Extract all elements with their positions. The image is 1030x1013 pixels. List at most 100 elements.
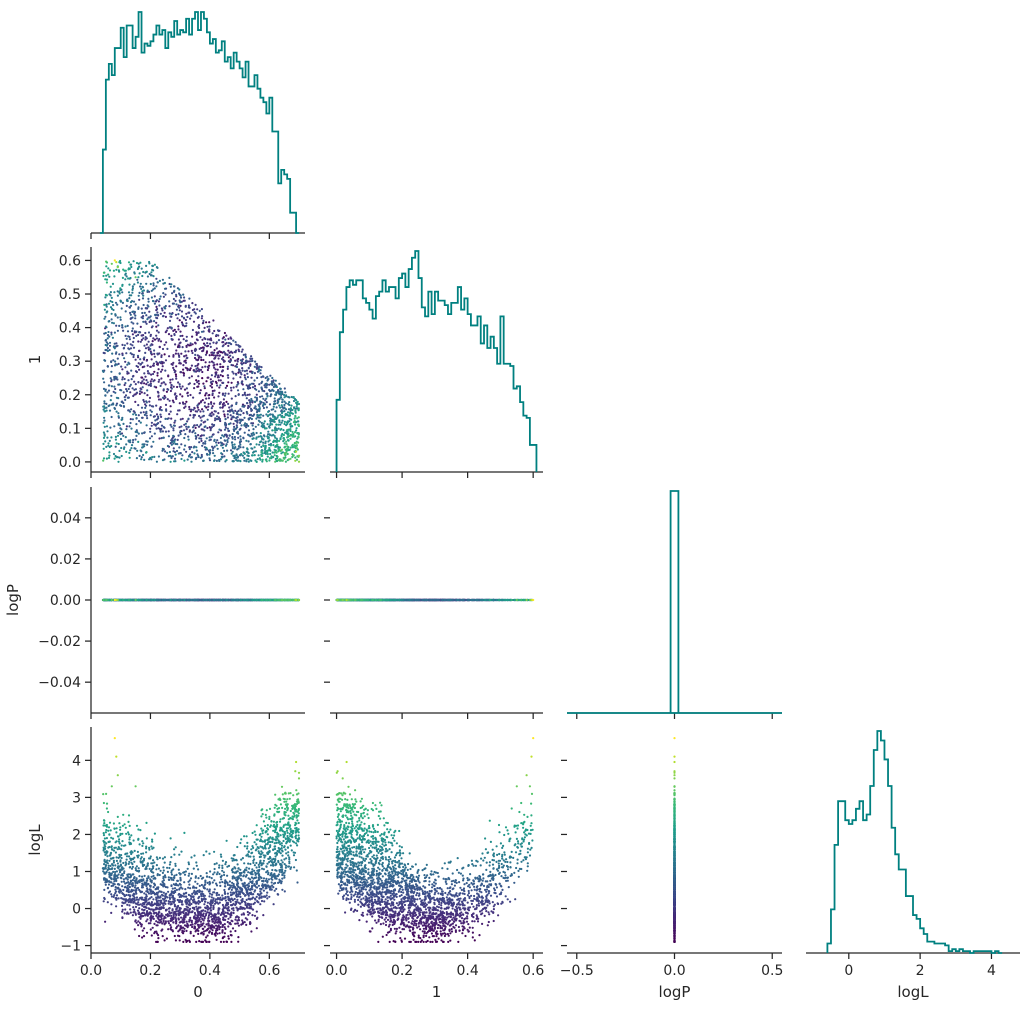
scatter-point — [132, 300, 136, 303]
scatter-point — [152, 405, 155, 408]
scatter-point — [157, 324, 160, 327]
scatter-point — [236, 430, 239, 433]
scatter-point — [273, 400, 276, 403]
scatter-point — [145, 379, 148, 382]
scatter-point — [194, 312, 197, 315]
scatter-point — [184, 366, 187, 369]
scatter-points-1-vs-0 — [101, 259, 301, 463]
scatter-point — [187, 598, 190, 602]
scatter-point — [121, 376, 124, 379]
scatter-point — [103, 419, 106, 422]
scatter-point — [226, 413, 229, 416]
scatter-point — [225, 435, 228, 438]
scatter-point — [268, 446, 271, 450]
scatter-point — [223, 455, 226, 458]
scatter-point — [200, 437, 203, 440]
scatter-point — [141, 285, 144, 288]
scatter-point — [266, 452, 269, 456]
scatter-point — [237, 436, 240, 439]
scatter-point — [180, 352, 183, 355]
scatter-point — [180, 321, 184, 324]
scatter-point — [163, 381, 166, 384]
scatter-point — [230, 417, 233, 420]
scatter-point — [232, 415, 235, 418]
scatter-point — [297, 432, 300, 435]
scatter-point — [278, 446, 282, 449]
scatter-point — [221, 443, 224, 447]
scatter-point — [207, 397, 211, 400]
scatter-point — [176, 438, 179, 441]
scatter-point — [137, 381, 140, 384]
scatter-point — [103, 303, 106, 306]
scatter-point — [240, 453, 243, 456]
scatter-point — [178, 309, 181, 312]
scatter-point — [158, 297, 161, 301]
scatter-point — [188, 376, 191, 379]
scatter-point — [109, 399, 112, 402]
scatter-point — [131, 375, 134, 378]
scatter-point — [198, 414, 201, 418]
scatter-point — [139, 390, 142, 393]
scatter-point — [226, 440, 229, 444]
scatter-point — [252, 431, 255, 434]
scatter-point — [200, 358, 203, 362]
scatter-point — [233, 598, 236, 602]
scatter-point — [214, 354, 217, 357]
scatter-point — [127, 335, 130, 338]
scatter-point — [203, 337, 206, 340]
scatter-point — [173, 393, 176, 396]
scatter-point — [221, 434, 224, 437]
scatter-point — [192, 396, 195, 399]
scatter-point — [259, 400, 262, 403]
scatter-point — [179, 393, 182, 396]
scatter-point — [286, 445, 289, 448]
scatter-point — [215, 444, 218, 447]
scatter-point — [178, 346, 181, 349]
scatter-point — [149, 282, 152, 286]
scatter-point — [183, 296, 186, 299]
scatter-point — [262, 406, 265, 410]
scatter-point — [232, 454, 235, 457]
scatter-point — [153, 338, 157, 341]
scatter-point — [295, 447, 299, 450]
scatter-point — [251, 434, 254, 437]
scatter-point — [150, 289, 153, 292]
scatter-point — [210, 407, 213, 410]
scatter-point — [115, 442, 118, 445]
scatter-point — [245, 458, 248, 461]
scatter-point — [185, 354, 188, 357]
scatter-point — [230, 343, 233, 346]
scatter-point — [166, 398, 169, 401]
scatter-point — [257, 454, 260, 457]
scatter-point — [279, 413, 282, 416]
scatter-point — [197, 425, 201, 428]
scatter-point — [210, 401, 213, 404]
scatter-point — [122, 405, 125, 408]
scatter-point — [190, 349, 193, 352]
scatter-point — [182, 338, 185, 341]
scatter-point — [161, 396, 165, 399]
scatter-point — [270, 393, 273, 396]
scatter-point — [172, 297, 175, 301]
scatter-point — [254, 425, 257, 428]
scatter-point — [183, 406, 186, 409]
scatter-point — [231, 356, 234, 359]
scatter-point — [110, 360, 113, 364]
scatter-point — [216, 368, 219, 371]
scatter-point — [258, 443, 261, 446]
scatter-point — [155, 360, 158, 363]
scatter-point — [278, 404, 281, 407]
scatter-point — [166, 327, 169, 330]
scatter-point — [216, 384, 219, 387]
scatter-point — [150, 358, 153, 361]
scatter-point — [159, 384, 162, 387]
scatter-point — [177, 328, 180, 331]
scatter-point — [289, 422, 292, 425]
histogram-step-line — [99, 11, 300, 234]
scatter-point — [108, 341, 112, 344]
scatter-point — [137, 276, 140, 279]
scatter-point — [137, 414, 140, 417]
scatter-point — [160, 415, 163, 418]
scatter-point — [151, 268, 154, 271]
